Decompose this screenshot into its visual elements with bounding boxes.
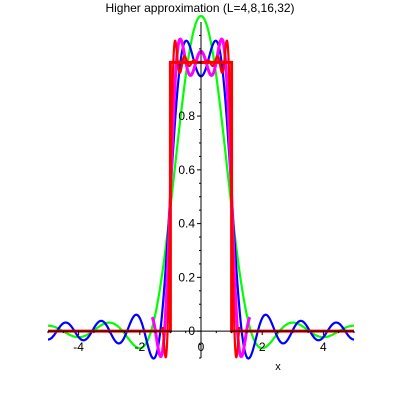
chart-title: Higher approximation (L=4,8,16,32): [105, 1, 294, 15]
y-tick-label: 0.4: [178, 217, 195, 231]
x-tick-label: -2: [134, 340, 145, 354]
x-tick-label: 2: [259, 340, 266, 354]
series-line-L4: [47, 14, 355, 350]
x-tick-label: -4: [73, 340, 84, 354]
axes: [48, 22, 354, 358]
y-tick-label: 0: [188, 324, 195, 338]
x-axis-label: x: [275, 361, 281, 373]
y-tick-label: 0.2: [178, 270, 195, 284]
y-tick-label: 0.6: [178, 163, 195, 177]
x-tick-label: 4: [320, 340, 327, 354]
y-tick-label: 0.8: [178, 109, 195, 123]
x-tick-label: 0: [198, 340, 205, 354]
ticks: -4 -2 0 2 4 0 0.2 0.4 0.6 0.8: [47, 34, 355, 359]
